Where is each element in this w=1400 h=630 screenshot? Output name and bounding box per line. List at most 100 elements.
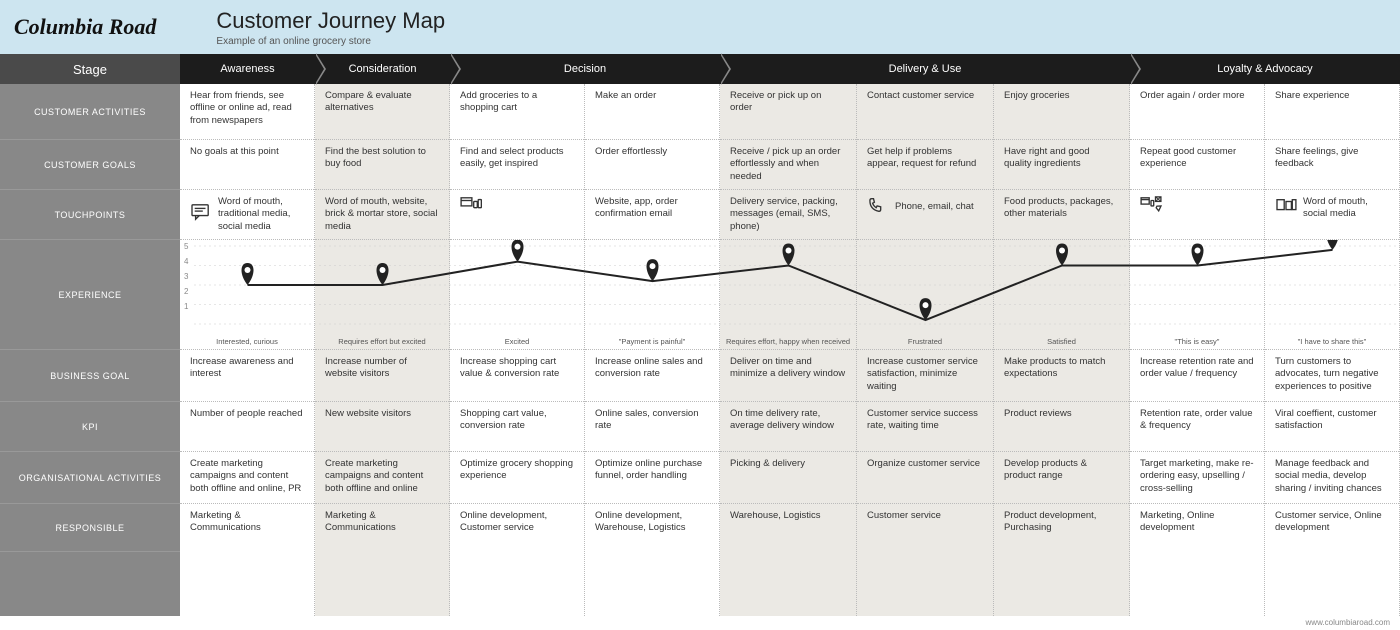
touchpoints-cell-1: Word of mouth, website, brick & mortar s… xyxy=(315,190,449,240)
touchpoints-cell-6: Food products, packages, other materials xyxy=(994,190,1129,240)
kpi-cell-4: On time delivery rate, average delivery … xyxy=(720,402,856,452)
goals-cell-8: Share feelings, give feedback xyxy=(1265,140,1399,190)
column-3: Make an orderOrder effortlessly Website, … xyxy=(585,84,720,616)
goals-cell-3: Order effortlessly xyxy=(585,140,719,190)
responsible-cell-8: Customer service, Online development xyxy=(1265,504,1399,552)
row-labels: CUSTOMER ACTIVITIESCUSTOMER GOALSTOUCHPO… xyxy=(0,84,180,616)
column-7: Order again / order moreRepeat good cust… xyxy=(1130,84,1265,616)
touchpoint-text-6: Food products, packages, other materials xyxy=(1004,196,1119,221)
org-cell-0: Create marketing campaigns and content b… xyxy=(180,452,314,504)
activities-cell-0: Hear from friends, see offline or online… xyxy=(180,84,314,140)
phone-icon xyxy=(867,196,889,218)
column-1: Compare & evaluate alternativesFind the … xyxy=(315,84,450,616)
experience-caption-5: Frustrated xyxy=(857,337,993,347)
row-label-touchpoints: TOUCHPOINTS xyxy=(0,190,180,240)
column-5: Contact customer serviceGet help if prob… xyxy=(857,84,994,616)
stage-consideration: Consideration xyxy=(315,54,450,84)
experience-cell-1: Requires effort but excited xyxy=(315,240,449,350)
page-title: Customer Journey Map xyxy=(216,8,445,34)
kpi-cell-6: Product reviews xyxy=(994,402,1129,452)
goals-cell-4: Receive / pick up an order effortlessly … xyxy=(720,140,856,190)
goals-cell-5: Get help if problems appear, request for… xyxy=(857,140,993,190)
column-4: Receive or pick up on orderReceive / pic… xyxy=(720,84,857,616)
org-cell-8: Manage feedback and social media, develo… xyxy=(1265,452,1399,504)
responsible-cell-7: Marketing, Online development xyxy=(1130,504,1264,552)
journey-grid: CUSTOMER ACTIVITIESCUSTOMER GOALSTOUCHPO… xyxy=(0,84,1400,616)
experience-cell-2: Excited xyxy=(450,240,584,350)
experience-cell-7: "This is easy" xyxy=(1130,240,1264,350)
touchpoints-cell-5: Phone, email, chat xyxy=(857,190,993,240)
experience-cell-6: Satisfied xyxy=(994,240,1129,350)
experience-caption-8: "I have to share this" xyxy=(1265,337,1399,347)
column-2: Add groceries to a shopping cartFind and… xyxy=(450,84,585,616)
org-cell-3: Optimize online purchase funnel, order h… xyxy=(585,452,719,504)
responsible-cell-6: Product development, Purchasing xyxy=(994,504,1129,552)
footer-url: www.columbiaroad.com xyxy=(0,616,1400,630)
experience-cell-0: 54321Interested, curious xyxy=(180,240,314,350)
row-label-responsible: RESPONSIBLE xyxy=(0,504,180,552)
touchpoints-cell-2 xyxy=(450,190,584,240)
activities-cell-5: Contact customer service xyxy=(857,84,993,140)
bizgoal-cell-8: Turn customers to advocates, turn negati… xyxy=(1265,350,1399,402)
row-label-kpi: KPI xyxy=(0,402,180,452)
stage-cells: AwarenessConsiderationDecisionDelivery &… xyxy=(180,54,1400,84)
activities-cell-8: Share experience xyxy=(1265,84,1399,140)
experience-caption-0: Interested, curious xyxy=(180,337,314,347)
touchpoints-cell-0: Word of mouth, traditional media, social… xyxy=(180,190,314,240)
goals-cell-1: Find the best solution to buy food xyxy=(315,140,449,190)
org-cell-1: Create marketing campaigns and content b… xyxy=(315,452,449,504)
touchpoint-text-5: Phone, email, chat xyxy=(895,201,974,213)
kpi-cell-2: Shopping cart value, conversion rate xyxy=(450,402,584,452)
activities-cell-3: Make an order xyxy=(585,84,719,140)
page-subtitle: Example of an online grocery store xyxy=(216,36,445,47)
bizgoal-cell-4: Deliver on time and minimize a delivery … xyxy=(720,350,856,402)
stage-loyalty-advocacy: Loyalty & Advocacy xyxy=(1130,54,1400,84)
experience-cell-8: "I have to share this" xyxy=(1265,240,1399,350)
kpi-cell-7: Retention rate, order value & frequency xyxy=(1130,402,1264,452)
chat-icon xyxy=(190,203,212,225)
org-cell-6: Develop products & product range xyxy=(994,452,1129,504)
stage-header-label: Stage xyxy=(0,54,180,84)
title-block: Customer Journey Map Example of an onlin… xyxy=(216,8,445,47)
stage-awareness: Awareness xyxy=(180,54,315,84)
responsible-cell-5: Customer service xyxy=(857,504,993,552)
devices-icon xyxy=(460,196,482,218)
goals-cell-2: Find and select products easily, get ins… xyxy=(450,140,584,190)
experience-caption-3: "Payment is painful" xyxy=(585,337,719,347)
org-cell-4: Picking & delivery xyxy=(720,452,856,504)
row-label-org: ORGANISATIONAL ACTIVITIES xyxy=(0,452,180,504)
column-6: Enjoy groceriesHave right and good quali… xyxy=(994,84,1130,616)
responsible-cell-0: Marketing & Communications xyxy=(180,504,314,552)
kpi-cell-5: Customer service success rate, waiting t… xyxy=(857,402,993,452)
kpi-cell-8: Viral coeffient, customer satisfaction xyxy=(1265,402,1399,452)
touchpoints-cell-3: Website, app, order confirmation email xyxy=(585,190,719,240)
responsible-cell-4: Warehouse, Logistics xyxy=(720,504,856,552)
row-label-goals: CUSTOMER GOALS xyxy=(0,140,180,190)
experience-caption-2: Excited xyxy=(450,337,584,347)
stage-row: Stage AwarenessConsiderationDecisionDeli… xyxy=(0,54,1400,84)
header: Columbia Road Customer Journey Map Examp… xyxy=(0,0,1400,54)
bizgoal-cell-0: Increase awareness and interest xyxy=(180,350,314,402)
responsible-cell-2: Online development, Customer service xyxy=(450,504,584,552)
bizgoal-cell-6: Make products to match expectations xyxy=(994,350,1129,402)
touchpoint-text-8: Word of mouth, social media xyxy=(1303,196,1389,221)
experience-cell-5: Frustrated xyxy=(857,240,993,350)
goals-cell-7: Repeat good customer experience xyxy=(1130,140,1264,190)
org-cell-7: Target marketing, make re-ordering easy,… xyxy=(1130,452,1264,504)
touchpoints-cell-7 xyxy=(1130,190,1264,240)
touchpoint-text-1: Word of mouth, website, brick & mortar s… xyxy=(325,196,439,233)
activities-cell-6: Enjoy groceries xyxy=(994,84,1129,140)
touchpoint-text-0: Word of mouth, traditional media, social… xyxy=(218,196,304,233)
touchpoint-text-3: Website, app, order confirmation email xyxy=(595,196,709,221)
experience-caption-6: Satisfied xyxy=(994,337,1129,347)
experience-caption-1: Requires effort but excited xyxy=(315,337,449,347)
row-label-activities: CUSTOMER ACTIVITIES xyxy=(0,84,180,140)
experience-caption-7: "This is easy" xyxy=(1130,337,1264,347)
kpi-cell-3: Online sales, conversion rate xyxy=(585,402,719,452)
goals-cell-0: No goals at this point xyxy=(180,140,314,190)
touchpoints-cell-8: Word of mouth, social media xyxy=(1265,190,1399,240)
column-8: Share experienceShare feelings, give fee… xyxy=(1265,84,1400,616)
stage-delivery-use: Delivery & Use xyxy=(720,54,1130,84)
org-cell-2: Optimize grocery shopping experience xyxy=(450,452,584,504)
activities-cell-4: Receive or pick up on order xyxy=(720,84,856,140)
